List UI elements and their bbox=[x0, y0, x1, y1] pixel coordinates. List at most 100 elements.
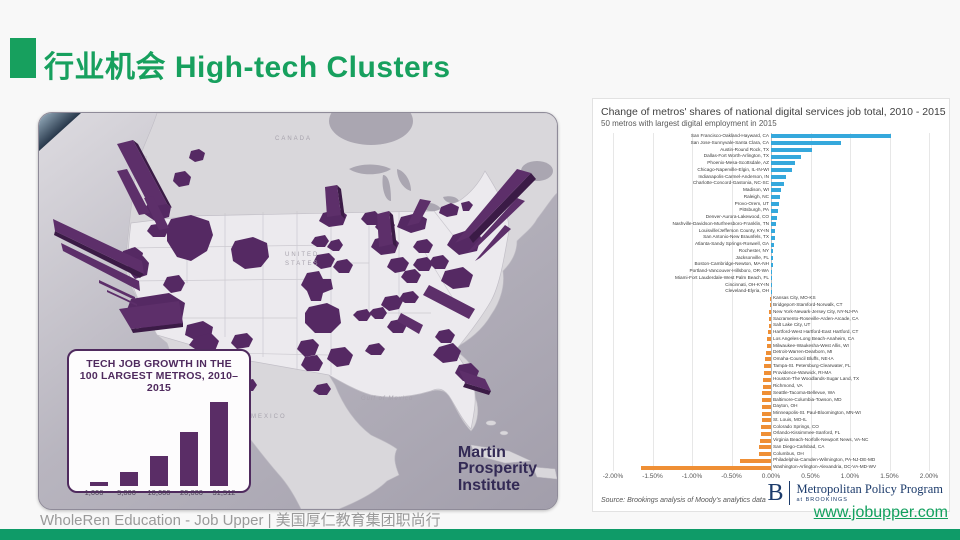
bar-row: Providence-Warwick, RI-MA bbox=[599, 370, 943, 377]
metro-bar bbox=[771, 215, 778, 220]
metro-label: Virginia Beach-Norfolk-Newport News, VA-… bbox=[773, 437, 869, 443]
metro-label: Richmond, VA bbox=[773, 383, 803, 389]
bar-row: Pittsburgh, PA bbox=[599, 207, 943, 214]
metro-bar bbox=[771, 256, 774, 261]
metro-bar bbox=[770, 303, 771, 308]
metro-bar bbox=[761, 411, 771, 416]
metro-bar bbox=[762, 391, 771, 396]
geo-label-states: STATES bbox=[285, 261, 320, 267]
geo-label-united: UNITED bbox=[285, 252, 320, 258]
metro-bar bbox=[771, 161, 795, 166]
metro-label: Milwaukee-Waukesha-West Allis, WI bbox=[773, 342, 849, 348]
metro-label: San Jose-Sunnyvale-Santa Clara, CA bbox=[690, 139, 769, 145]
metro-bar bbox=[766, 350, 771, 355]
metro-bar bbox=[763, 384, 771, 389]
metro-bar bbox=[771, 181, 785, 186]
metro-label: Philadelphia-Camden-Wilmington, PA-NJ-DE… bbox=[773, 457, 876, 463]
martin-prosperity-institute-logo: Martin Prosperity Institute bbox=[457, 443, 537, 495]
map-legend-title-line1: TECH JOB GROWTH IN THE bbox=[86, 358, 232, 370]
metro-label: Bridgeport-Stamford-Norwalk, CT bbox=[773, 302, 843, 307]
chart-plot-area: San Francisco-Oakland-Hayward, CA San Jos… bbox=[599, 133, 943, 471]
metro-label: San Francisco-Oakland-Hayward, CA bbox=[690, 133, 769, 138]
metro-bar bbox=[767, 343, 771, 348]
metro-bar bbox=[771, 283, 772, 288]
bottom-accent-bar bbox=[0, 529, 960, 540]
metro-label: Sacramento-Roseville-Arden-Arcade, CA bbox=[773, 315, 859, 321]
bar-row: Richmond, VA bbox=[599, 383, 943, 390]
map-legend-bar-labels: 1,000 5,000 10,000 20,000 31,512 bbox=[79, 488, 239, 497]
metro-bar bbox=[771, 154, 802, 159]
bar-row: San Jose-Sunnyvale-Santa Clara, CA bbox=[599, 140, 943, 147]
brookings-logo-subtitle: at BROOKINGS bbox=[796, 497, 848, 504]
metro-bar bbox=[771, 269, 772, 274]
bar-row: Detroit-Warren-Dearborn, MI bbox=[599, 349, 943, 356]
bar-row: Phoenix-Mesa-Scottsdale, AZ bbox=[599, 160, 943, 167]
metro-label: San Antonio-New Braunfels, TX bbox=[703, 234, 769, 240]
legend-bar-label: 20,000 bbox=[180, 488, 203, 498]
metro-label: Hartford-West Hartford-East Hartford, CT bbox=[773, 329, 859, 335]
legend-bar-label: 31,512 bbox=[212, 488, 236, 498]
metro-label: Rochester, NY bbox=[738, 247, 769, 253]
metro-bar bbox=[771, 201, 779, 206]
metro-bar bbox=[759, 438, 771, 443]
x-axis-tick-label: 1.50% bbox=[880, 473, 899, 480]
chart-source-note: Source: Brookings analysis of Moody's an… bbox=[601, 497, 766, 504]
x-axis-tick-label: -0.50% bbox=[721, 473, 742, 480]
footer-website-link[interactable]: www.jobupper.com bbox=[813, 504, 948, 521]
bar-row: Seattle-Tacoma-Bellevue, WA bbox=[599, 390, 943, 397]
bar-row: Bridgeport-Stamford-Norwalk, CT bbox=[599, 302, 943, 309]
metro-bar bbox=[767, 330, 771, 335]
metro-label: Pittsburgh, PA bbox=[739, 207, 769, 213]
x-axis-tick-label: 1.00% bbox=[840, 473, 860, 480]
tech-job-growth-map: CANADA UNITED STATES MEXICO Gulf of Mexi… bbox=[38, 112, 558, 510]
metro-bar bbox=[641, 465, 771, 470]
metro-label: Portland-Vancouver-Hillsboro, OR-WA bbox=[689, 268, 769, 274]
metro-bar bbox=[770, 296, 771, 301]
metro-label: San Diego-Carlsbad, CA bbox=[773, 443, 825, 449]
x-axis-tick-label: -1.50% bbox=[642, 473, 663, 480]
gridline bbox=[692, 133, 693, 471]
x-axis-tick-label: -2.00% bbox=[602, 473, 624, 480]
metro-label: Providence-Warwick, RI-MA bbox=[773, 369, 832, 375]
gridline bbox=[731, 133, 733, 471]
geo-label-mexico: MEXICO bbox=[251, 414, 287, 420]
metro-label: Charlotte-Concord-Gastonia, NC-SC bbox=[692, 180, 769, 186]
metro-label: Los Angeles-Long Beach-Anaheim, CA bbox=[773, 335, 855, 341]
metro-prisms bbox=[53, 140, 536, 395]
bar-row: Colorado Springs, CO bbox=[599, 424, 943, 431]
bar-row: Rochester, NY bbox=[599, 248, 943, 255]
bar-row: Nashville-Davidson-Murfreesboro-Franklin… bbox=[599, 221, 943, 228]
bar-row: Provo-Orem, UT bbox=[599, 201, 943, 208]
bar-row: Madison, WI bbox=[599, 187, 943, 194]
bar-row: Cleveland-Elyria, OH bbox=[599, 288, 943, 295]
bar-row: Cincinnati, OH-KY-IN bbox=[599, 282, 943, 289]
metro-bar bbox=[763, 364, 771, 369]
metro-bar bbox=[765, 357, 771, 362]
metro-label: Louisville/Jefferson County, KY-IN bbox=[698, 227, 769, 233]
metro-label: Jacksonville, FL bbox=[735, 254, 769, 260]
bar-row: Omaha-Council Bluffs, NE-IA bbox=[599, 356, 943, 363]
bar-row: Dallas-Fort Worth-Arlington, TX bbox=[599, 153, 943, 160]
zero-axis-line bbox=[771, 133, 772, 471]
metro-bar bbox=[771, 262, 773, 267]
metro-bar bbox=[771, 195, 781, 200]
metro-bar bbox=[771, 289, 772, 294]
bar-row: Tampa-St. Petersburg-Clearwater, FL bbox=[599, 363, 943, 370]
bar-row: Portland-Vancouver-Hillsboro, OR-WA bbox=[599, 268, 943, 275]
metro-label: Miami-Fort Lauderdale-West Palm Beach, F… bbox=[675, 274, 769, 280]
brookings-bar-chart: Change of metros' shares of national dig… bbox=[592, 98, 950, 512]
metro-bar bbox=[761, 418, 771, 423]
bar-row: Baltimore-Columbia-Towson, MD bbox=[599, 397, 943, 404]
legend-bar bbox=[175, 400, 203, 487]
metro-bar bbox=[763, 377, 771, 382]
metro-bar bbox=[763, 370, 771, 375]
bar-row: Hartford-West Hartford-East Hartford, CT bbox=[599, 329, 943, 336]
metro-bar bbox=[740, 458, 771, 463]
metro-label: Colorado Springs, CO bbox=[773, 423, 819, 429]
metro-bar bbox=[771, 222, 776, 227]
chart-subtitle: 50 metros with largest digital employmen… bbox=[601, 119, 777, 128]
bar-row: Milwaukee-Waukesha-West Allis, WI bbox=[599, 343, 943, 350]
metro-label: Provo-Orem, UT bbox=[734, 200, 769, 206]
brookings-logo-divider bbox=[789, 481, 791, 505]
gridline bbox=[929, 133, 930, 471]
